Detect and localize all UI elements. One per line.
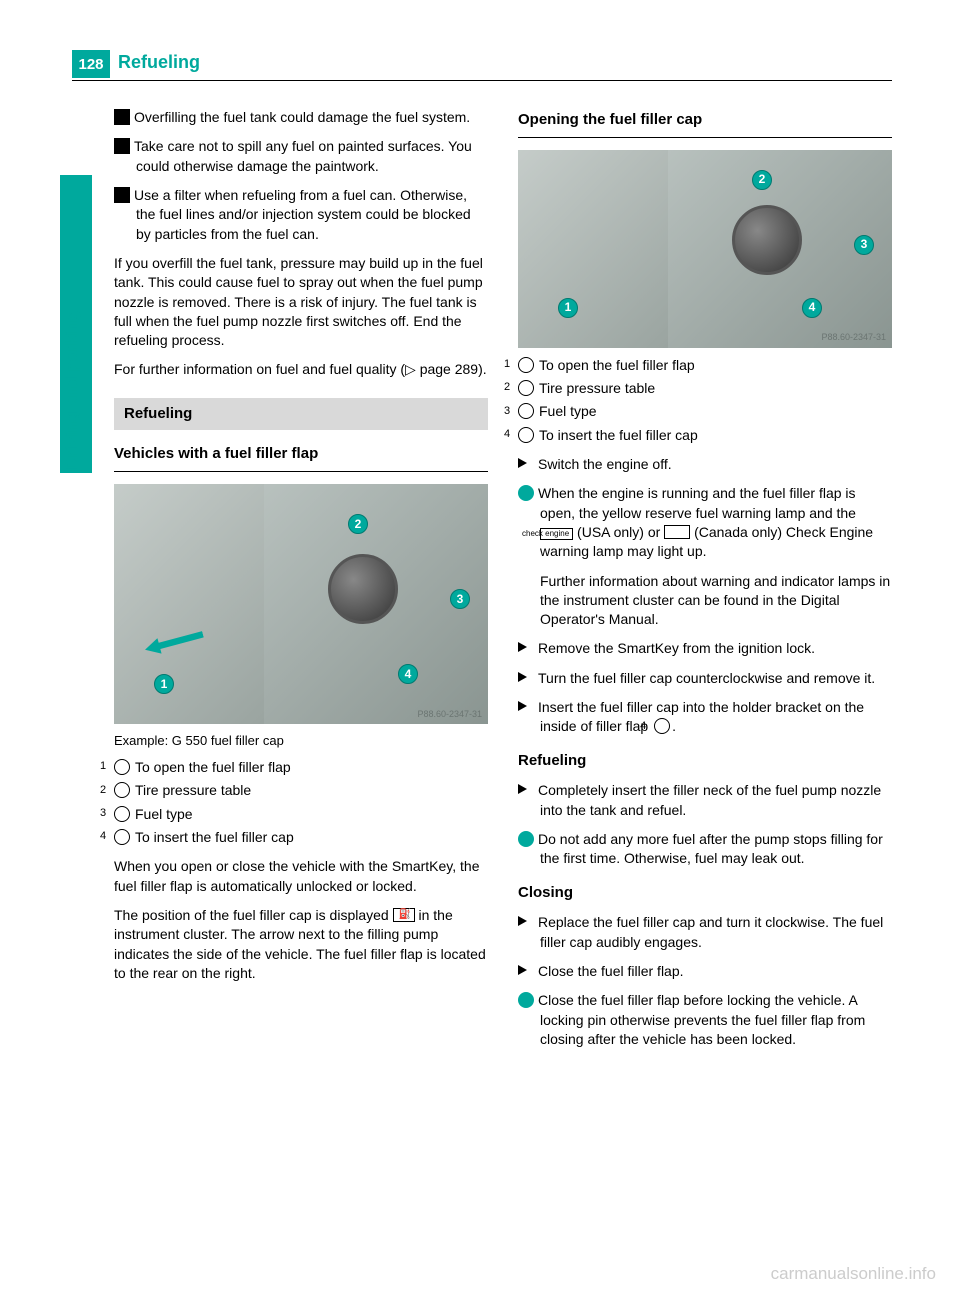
para-overfill: If you overfill the fuel tank, pressure …: [114, 254, 488, 351]
step-arrow-icon: [518, 965, 527, 975]
page-ref-arrow: ▷: [405, 361, 420, 377]
step-close-flap: Close the fuel filler flap.: [518, 962, 892, 981]
info-close-before-lock: iClose the fuel filler flap before locki…: [518, 991, 892, 1049]
step4-b: .: [672, 718, 676, 734]
check-engine-icon: check engine: [540, 528, 573, 540]
circled-2: 2: [114, 782, 130, 798]
legend-r3-text: Fuel type: [539, 403, 597, 419]
ref-post: ).: [478, 361, 487, 377]
circled-4-inline: 4: [654, 718, 670, 734]
legend-3-text: Fuel type: [135, 806, 193, 822]
circled-3: 3: [518, 403, 534, 419]
subheading-rule: [518, 137, 892, 138]
legend-r3: 3 Fuel type: [518, 402, 892, 421]
warning-3-text: Use a filter when refueling from a fuel …: [134, 187, 471, 242]
para-ref: For further information on fuel and fuel…: [114, 360, 488, 379]
info-engine-running: iWhen the engine is running and the fuel…: [518, 484, 892, 561]
legend-r2-text: Tire pressure table: [539, 380, 655, 396]
warning-1: !Overfilling the fuel tank could damage …: [114, 108, 488, 127]
right-column: Opening the fuel filler cap 1 2 3 4 P88.…: [518, 108, 892, 1059]
cap-pos-a: The position of the fuel filler cap is d…: [114, 907, 389, 923]
step7-text: Close the fuel filler flap.: [538, 963, 684, 979]
warning-icon: !: [114, 109, 130, 125]
left-column: !Overfilling the fuel tank could damage …: [114, 108, 488, 1059]
step-arrow-icon: [518, 458, 527, 468]
circled-1: 1: [114, 759, 130, 775]
step3-text: Turn the fuel filler cap counterclockwis…: [538, 670, 875, 686]
watermark: carmanualsonline.info: [771, 1264, 936, 1284]
warning-2: !Take care not to spill any fuel on pain…: [114, 137, 488, 176]
step5-text: Completely insert the filler neck of the…: [538, 782, 881, 817]
subheading-opening: Opening the fuel filler cap: [518, 110, 892, 131]
para-smartkey: When you open or close the vehicle with …: [114, 857, 488, 896]
step-arrow-icon: [518, 784, 527, 794]
header-rule: [72, 80, 892, 81]
legend-4: 4 To insert the fuel filler cap: [114, 828, 488, 847]
step6-text: Replace the fuel filler cap and turn it …: [538, 914, 883, 949]
warning-3: !Use a filter when refueling from a fuel…: [114, 186, 488, 244]
figure-code: P88.60-2347-31: [821, 331, 886, 343]
legend-r1: 1 To open the fuel filler flap: [518, 356, 892, 375]
step-engine-off: Switch the engine off.: [518, 455, 892, 474]
legend-3: 3 Fuel type: [114, 805, 488, 824]
step-replace-cap: Replace the fuel filler cap and turn it …: [518, 913, 892, 952]
step-arrow-icon: [518, 642, 527, 652]
subheading-refueling: Refueling: [518, 751, 892, 772]
legend-2-text: Tire pressure table: [135, 782, 251, 798]
legend-1-text: To open the fuel filler flap: [135, 759, 291, 775]
step-insert-nozzle: Completely insert the filler neck of the…: [518, 781, 892, 820]
info2-text: Do not add any more fuel after the pump …: [538, 831, 883, 866]
circled-4: 4: [518, 427, 534, 443]
circled-1: 1: [518, 357, 534, 373]
warning-icon: !: [114, 187, 130, 203]
content-columns: !Overfilling the fuel tank could damage …: [114, 108, 892, 1059]
legend-1: 1 To open the fuel filler flap: [114, 758, 488, 777]
para-cap-position: The position of the fuel filler cap is d…: [114, 906, 488, 983]
info-icon: i: [518, 831, 534, 847]
chapter-title: Refueling: [118, 52, 200, 73]
figure-caption: Example: G 550 fuel filler cap: [114, 732, 488, 750]
step1-text: Switch the engine off.: [538, 456, 672, 472]
info1-a: When the engine is running and the fuel …: [538, 485, 856, 520]
legend-r4: 4 To insert the fuel filler cap: [518, 426, 892, 445]
section-heading-refueling: Refueling: [114, 398, 488, 431]
side-tab-label: Driving and parking: [62, 160, 82, 470]
circled-2: 2: [518, 380, 534, 396]
info-further: Further information about warning and in…: [518, 572, 892, 630]
step2-text: Remove the SmartKey from the ignition lo…: [538, 640, 815, 656]
circled-4: 4: [114, 829, 130, 845]
subheading-rule: [114, 471, 488, 472]
step-arrow-icon: [518, 701, 527, 711]
legend-r1-text: To open the fuel filler flap: [539, 357, 695, 373]
circled-3: 3: [114, 806, 130, 822]
warning-1-text: Overfilling the fuel tank could damage t…: [134, 109, 470, 125]
step-insert-cap: Insert the fuel filler cap into the hold…: [518, 698, 892, 737]
info1-b: (USA only) or: [573, 524, 664, 540]
step-arrow-icon: [518, 672, 527, 682]
step-remove-key: Remove the SmartKey from the ignition lo…: [518, 639, 892, 658]
fuel-pump-icon: [393, 908, 415, 922]
step-arrow-icon: [518, 916, 527, 926]
subheading-flap: Vehicles with a fuel filler flap: [114, 444, 488, 465]
legend-r4-text: To insert the fuel filler cap: [539, 427, 698, 443]
legend-4-text: To insert the fuel filler cap: [135, 829, 294, 845]
step-turn-cap: Turn the fuel filler cap counterclockwis…: [518, 669, 892, 688]
info-icon: i: [518, 485, 534, 501]
info-no-more-fuel: iDo not add any more fuel after the pump…: [518, 830, 892, 869]
engine-outline-icon: [664, 525, 690, 539]
figure-fuel-cap-left: 1 2 3 4 P88.60-2347-31: [114, 484, 488, 724]
page-number: 128: [72, 50, 110, 78]
subheading-closing: Closing: [518, 883, 892, 904]
figure-code: P88.60-2347-31: [417, 708, 482, 720]
step4-a: Insert the fuel filler cap into the hold…: [538, 699, 864, 734]
info3-text: Close the fuel filler flap before lockin…: [538, 992, 865, 1047]
ref-pre: For further information on fuel and fuel…: [114, 361, 405, 377]
warning-2-text: Take care not to spill any fuel on paint…: [134, 138, 472, 173]
legend-2: 2 Tire pressure table: [114, 781, 488, 800]
legend-r2: 2 Tire pressure table: [518, 379, 892, 398]
figure-fuel-cap-right: 1 2 3 4 P88.60-2347-31: [518, 150, 892, 348]
warning-icon: !: [114, 138, 130, 154]
info-icon: i: [518, 992, 534, 1008]
ref-page: page 289: [420, 361, 478, 377]
